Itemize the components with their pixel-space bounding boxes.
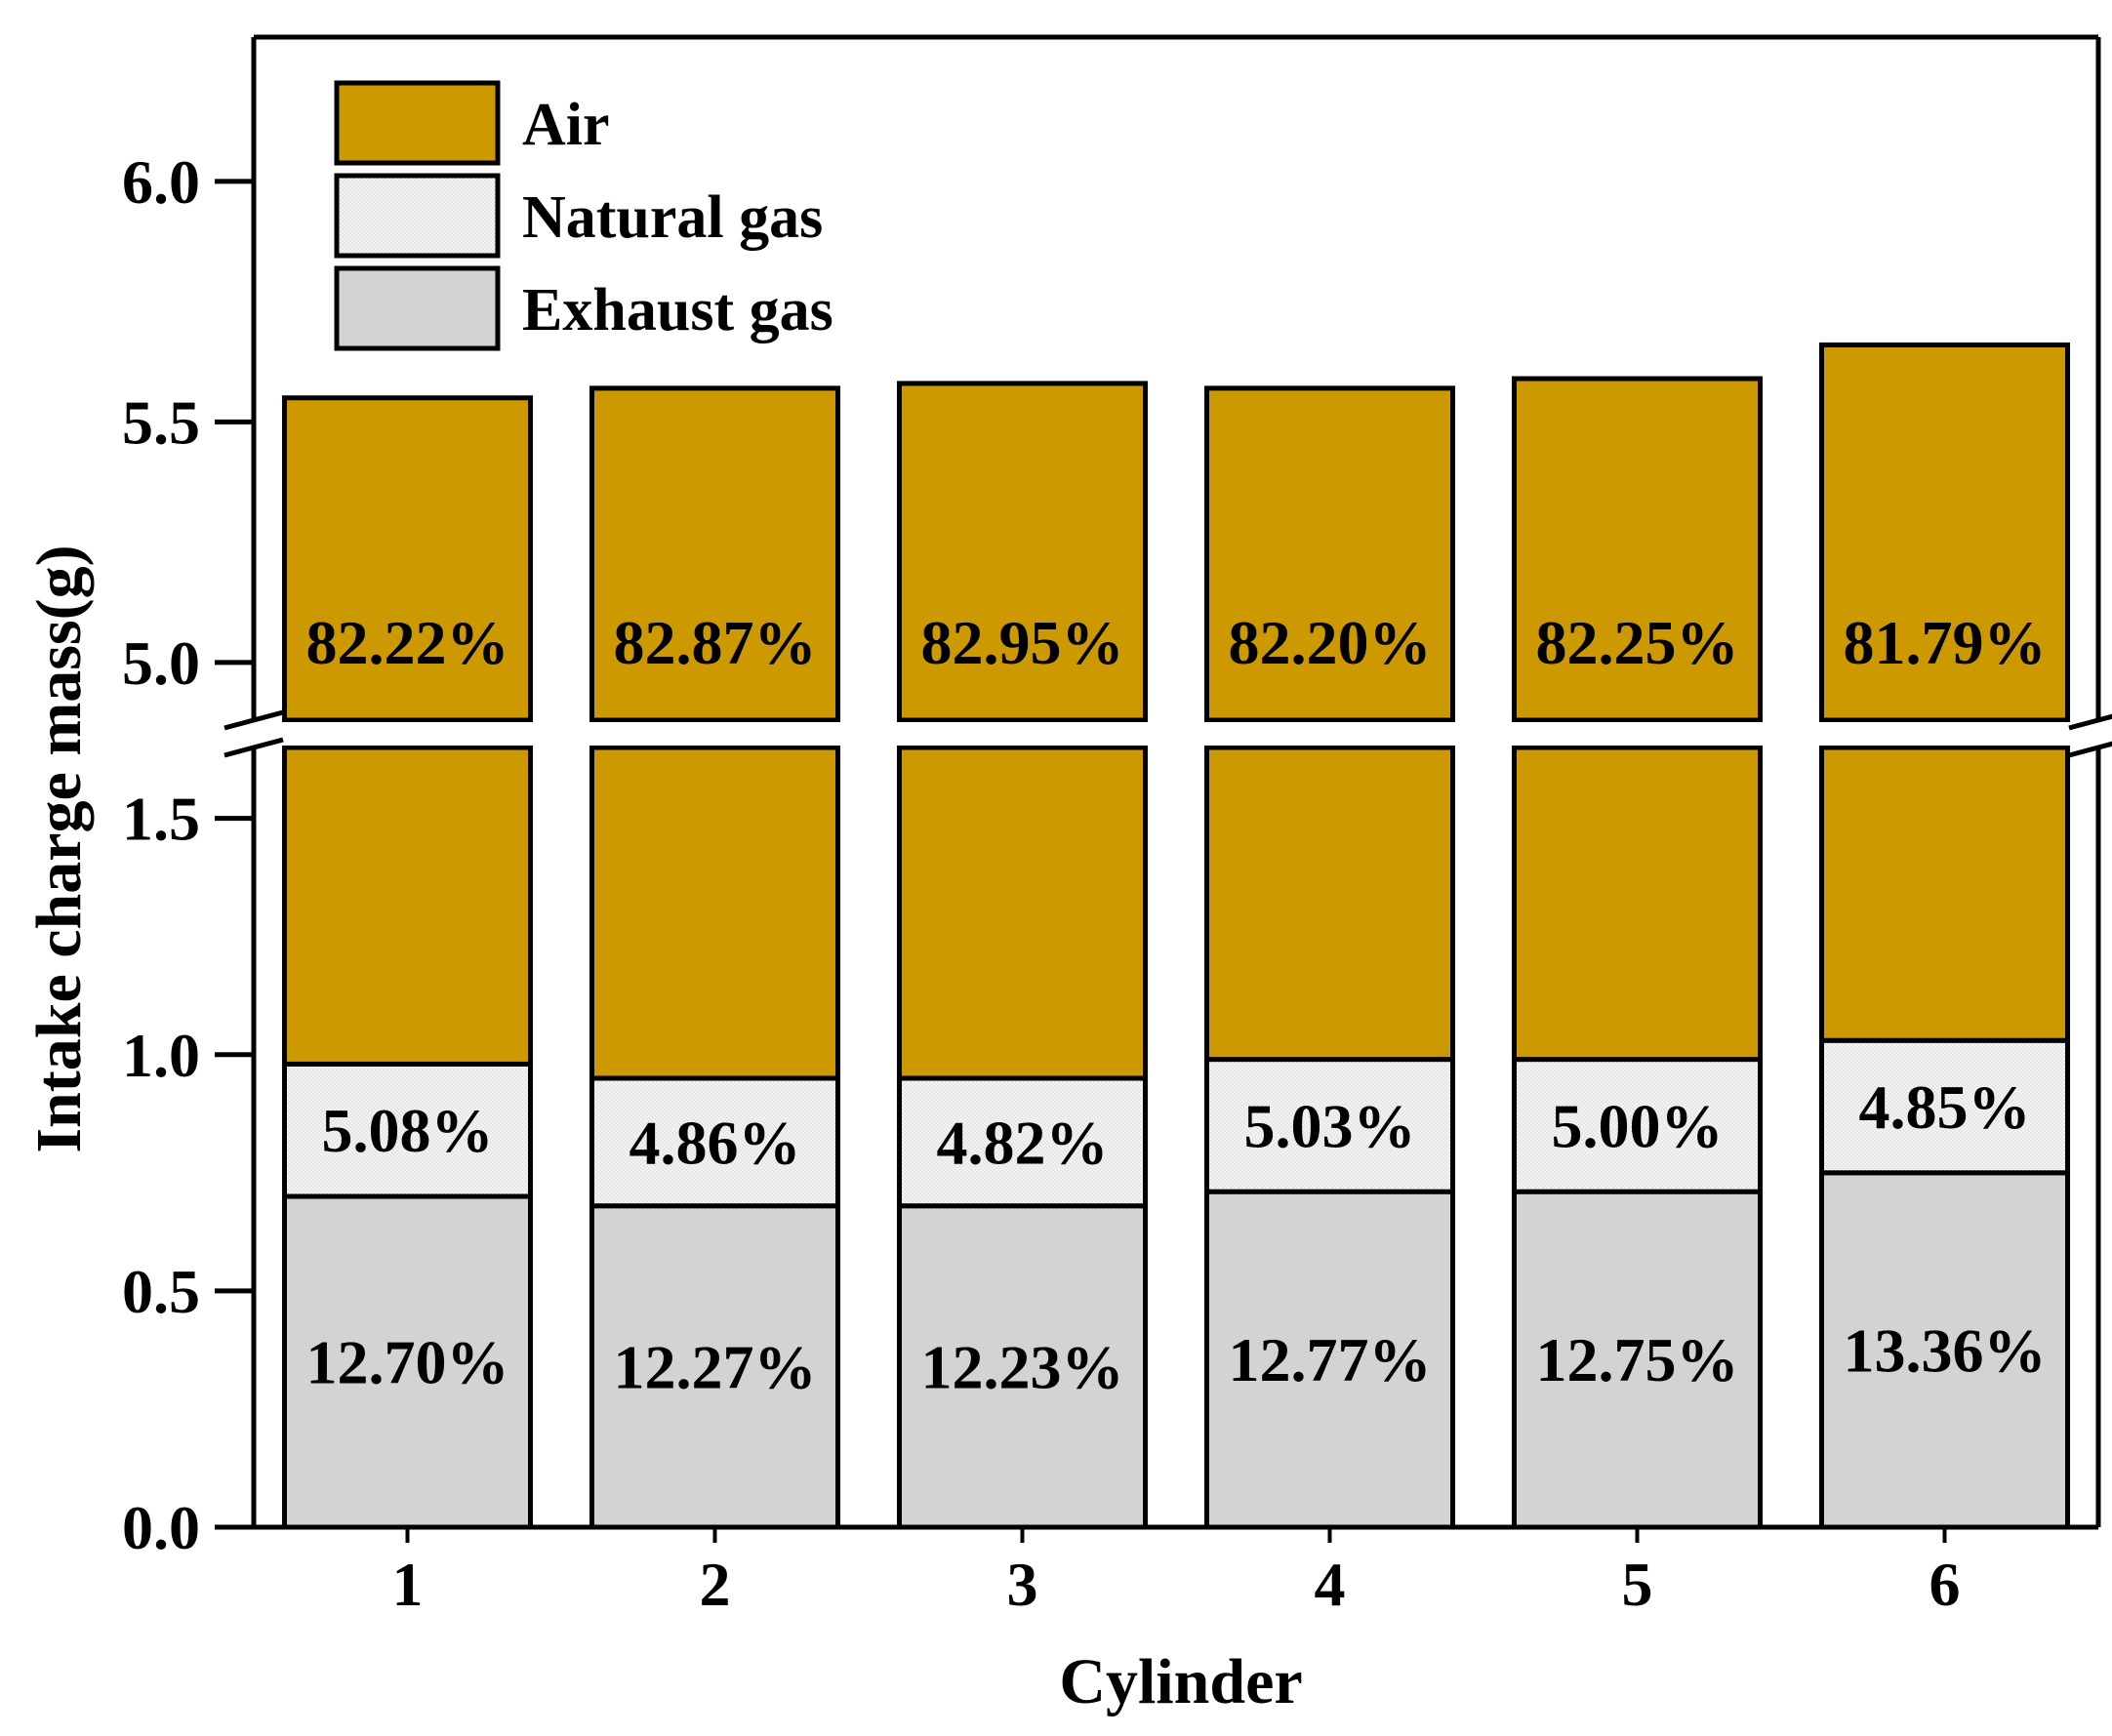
x-tick-label-3: 3 xyxy=(1007,1550,1038,1619)
data-label-natural-gas-cyl-4: 5.03% xyxy=(1244,1091,1416,1160)
data-label-exhaust-gas-cyl-3: 12.23% xyxy=(921,1332,1124,1401)
data-label-natural-gas-cyl-3: 4.82% xyxy=(937,1108,1109,1177)
bar-labels-layer: 12.70% 5.08% 82.22% 12.27% 4.86% 82.87% 12.23%… xyxy=(306,608,2047,1401)
bar-exhaust-gas-cyl-2 xyxy=(589,1203,840,1530)
axis-break-mark-right xyxy=(2068,713,2112,731)
bar-natural-gas-cyl-3 xyxy=(897,1075,1148,1209)
bar-air-cyl-1-lower xyxy=(282,745,533,1067)
legend-swatch-air xyxy=(334,80,501,166)
legend: Air Natural gas Exhaust gas xyxy=(334,80,833,351)
y-tick-label-6.0: 6.0 xyxy=(122,147,200,217)
bar-air-cyl-5-lower xyxy=(1512,745,1763,1063)
y-tick-label-1.5: 1.5 xyxy=(122,785,200,854)
axes-layer: 1 2 3 4 5 6 0.0 0.5 1.0 1.5 5.0 5.5 6.0 xyxy=(122,34,2112,1619)
bars-layer xyxy=(282,342,2070,1530)
bar-air-cyl-2-upper xyxy=(589,385,840,723)
x-tick-label-6: 6 xyxy=(1929,1550,1961,1619)
data-label-natural-gas-cyl-1: 5.08% xyxy=(322,1096,494,1165)
bar-air-cyl-5-upper xyxy=(1512,376,1763,723)
bar-air-cyl-2-lower xyxy=(589,745,840,1081)
legend-label-exhaust-gas: Exhaust gas xyxy=(522,277,833,343)
y-axis-title: Intake charge mass(g) xyxy=(23,545,95,1152)
data-label-air-cyl-2: 82.87% xyxy=(614,608,817,677)
bar-natural-gas-cyl-1 xyxy=(282,1061,533,1199)
axis-break-mark-left xyxy=(223,737,284,758)
y-tick-label-5.0: 5.0 xyxy=(122,628,200,698)
bar-air-cyl-3-upper xyxy=(897,381,1148,723)
data-label-air-cyl-1: 82.22% xyxy=(306,608,509,677)
data-label-air-cyl-3: 82.95% xyxy=(921,608,1124,677)
data-label-exhaust-gas-cyl-2: 12.27% xyxy=(614,1332,817,1401)
data-label-exhaust-gas-cyl-1: 12.70% xyxy=(306,1328,509,1397)
bar-natural-gas-cyl-6 xyxy=(1819,1037,2070,1176)
data-label-exhaust-gas-cyl-6: 13.36% xyxy=(1844,1315,2047,1385)
axis-break-gap xyxy=(257,722,2095,746)
bar-exhaust-gas-cyl-4 xyxy=(1204,1189,1455,1530)
data-label-natural-gas-cyl-5: 5.00% xyxy=(1552,1091,1724,1160)
y-tick-label-1.0: 1.0 xyxy=(122,1021,200,1090)
data-label-air-cyl-6: 81.79% xyxy=(1844,608,2047,677)
data-label-air-cyl-5: 82.25% xyxy=(1536,608,1739,677)
data-label-natural-gas-cyl-6: 4.85% xyxy=(1859,1072,2031,1142)
bar-air-cyl-6-lower xyxy=(1819,745,2070,1043)
axis-break-mark-right xyxy=(2068,741,2112,758)
bar-air-cyl-4-upper xyxy=(1204,385,1455,723)
data-label-natural-gas-cyl-2: 4.86% xyxy=(630,1108,801,1177)
data-label-exhaust-gas-cyl-5: 12.75% xyxy=(1536,1325,1739,1394)
bar-exhaust-gas-cyl-6 xyxy=(1819,1170,2070,1530)
bar-air-cyl-1-upper xyxy=(282,395,533,723)
bar-natural-gas-cyl-4 xyxy=(1204,1057,1455,1194)
bar-air-cyl-6-upper xyxy=(1819,342,2070,723)
legend-label-air: Air xyxy=(522,92,610,158)
axis-break-mark-left xyxy=(223,709,284,731)
data-label-air-cyl-4: 82.20% xyxy=(1229,608,1432,677)
y-tick-label-0.0: 0.0 xyxy=(122,1493,200,1562)
y-tick-label-5.5: 5.5 xyxy=(122,387,200,457)
bar-air-cyl-4-lower xyxy=(1204,745,1455,1063)
legend-swatch-exhaust-gas xyxy=(334,265,501,351)
bar-exhaust-gas-cyl-1 xyxy=(282,1193,533,1530)
y-tick-label-0.5: 0.5 xyxy=(122,1257,200,1326)
bar-natural-gas-cyl-2 xyxy=(589,1075,840,1209)
bar-air-cyl-3-lower xyxy=(897,745,1148,1081)
x-axis-title: Cylinder xyxy=(1059,1646,1302,1717)
x-tick-label-2: 2 xyxy=(700,1550,731,1619)
legend-label-natural-gas: Natural gas xyxy=(522,184,823,251)
legend-swatch-natural-gas xyxy=(334,173,501,259)
data-label-exhaust-gas-cyl-4: 12.77% xyxy=(1229,1325,1432,1394)
x-tick-label-4: 4 xyxy=(1315,1550,1346,1619)
x-tick-label-1: 1 xyxy=(392,1550,424,1619)
x-tick-label-5: 5 xyxy=(1622,1550,1653,1619)
